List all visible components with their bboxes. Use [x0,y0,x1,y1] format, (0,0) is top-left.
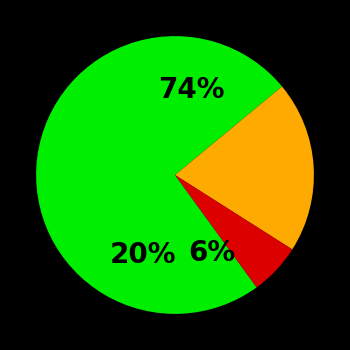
Text: 74%: 74% [158,76,224,104]
Wedge shape [36,36,282,314]
Text: 20%: 20% [110,241,176,269]
Text: 6%: 6% [188,239,235,267]
Wedge shape [175,175,292,287]
Wedge shape [175,86,314,250]
